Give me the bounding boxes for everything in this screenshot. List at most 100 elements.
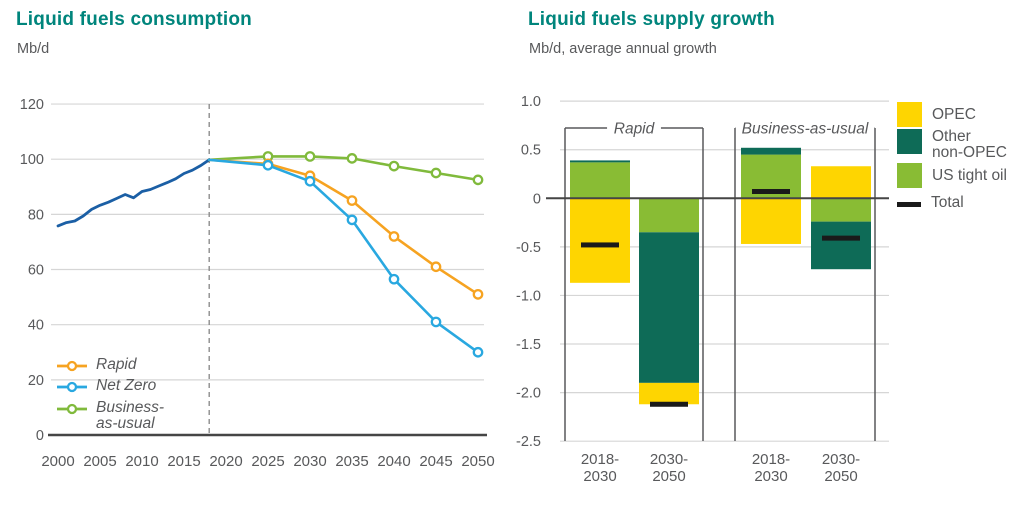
y-tick-label: 0 [36, 428, 44, 444]
legend-label-line2: non-OPEC [932, 143, 1007, 161]
bar-segment-other_non_opec [639, 232, 699, 383]
legend-item-total: Total [897, 195, 964, 211]
x-category-label: 2030 [754, 468, 787, 485]
data-point-marker [472, 288, 484, 300]
data-point-marker [472, 346, 484, 358]
data-point-marker [304, 151, 316, 162]
legend-label-other-non-opec: Other non-OPEC [932, 129, 1007, 161]
total-marker [822, 235, 860, 241]
y-tick-label: -2.0 [516, 386, 541, 402]
x-category-label: 2050 [652, 468, 685, 485]
x-category-label: 2030- [822, 451, 860, 468]
y-tick-label: 80 [28, 207, 44, 223]
us-tight-oil-swatch-icon [897, 163, 922, 188]
x-tick-label: 2035 [335, 453, 368, 470]
y-tick-label: -1.0 [516, 288, 541, 304]
legend-label-opec: OPEC [932, 105, 976, 123]
y-tick-label: 100 [20, 152, 44, 168]
data-point-marker [388, 231, 400, 242]
data-point-marker [430, 167, 442, 179]
bar-segment-opec [811, 166, 871, 199]
x-category-label: 2030 [583, 468, 616, 485]
left-chart-unit-label: Mb/d [17, 41, 50, 57]
y-tick-label: 60 [28, 263, 44, 279]
x-tick-label: 2050 [461, 453, 494, 470]
y-tick-label: 40 [28, 318, 44, 334]
legend-item-business-as-usual: Business- as-usual [56, 398, 165, 433]
legend-item-us-tight-oil: US tight oil [897, 163, 1007, 188]
data-point-marker [304, 175, 316, 187]
left-chart-legend: Rapid Net Zero Business- as-usual [56, 356, 165, 437]
legend-label-us-tight-oil: US tight oil [932, 166, 1007, 184]
business-as-usual-line-swatch-icon [57, 403, 87, 414]
legend-item-net-zero: Net Zero [56, 377, 164, 395]
bar-segment-other_non_opec [570, 160, 630, 163]
x-tick-label: 2015 [167, 453, 200, 470]
total-dash-swatch-icon [897, 202, 921, 207]
legend-label-business-as-usual: Business- as-usual [96, 398, 165, 433]
legend-item-other-non-opec: Other non-OPEC [897, 129, 1007, 161]
legend-label-line1: Business- [96, 398, 165, 416]
x-category-label: 2018- [581, 451, 619, 468]
legend-label-total: Total [931, 194, 964, 211]
x-category-label: 2050 [824, 468, 857, 485]
y-tick-label: -1.5 [516, 337, 541, 353]
data-point-marker [388, 160, 400, 172]
y-tick-label: -0.5 [516, 240, 541, 256]
net-zero-line-swatch-icon [57, 382, 87, 393]
x-tick-label: 2025 [251, 453, 284, 470]
bar-segment-us_tight_oil [639, 198, 699, 233]
legend-label-line2: as-usual [96, 414, 155, 432]
data-point-marker [346, 214, 358, 226]
right-chart-unit-label: Mb/d, average annual growth [529, 41, 717, 57]
x-tick-label: 2010 [125, 453, 158, 470]
x-category-label: 2030- [650, 451, 688, 468]
y-tick-label: 1.0 [521, 94, 541, 110]
legend-label-line1: Other [932, 128, 971, 145]
group-label: Rapid [614, 121, 656, 138]
data-point-marker [346, 195, 358, 206]
y-tick-label: 0 [533, 191, 541, 207]
bar-segment-us_tight_oil [811, 198, 871, 222]
x-tick-label: 2040 [377, 453, 410, 470]
data-point-marker [262, 159, 274, 171]
group-label: Business-as-usual [742, 121, 869, 138]
bar-segment-other_non_opec [811, 221, 871, 270]
rapid-line-swatch-icon [57, 360, 87, 372]
legend-item-rapid: Rapid [56, 356, 164, 373]
x-tick-label: 2045 [419, 453, 452, 470]
right-chart-title: Liquid fuels supply growth [528, 9, 775, 30]
x-tick-label: 2030 [293, 453, 326, 470]
total-marker [752, 188, 790, 194]
bar-segment-opec [639, 382, 699, 405]
series-line-rapid [207, 158, 480, 296]
x-category-label: 2018- [752, 451, 790, 468]
total-marker [581, 242, 619, 248]
data-point-marker [346, 153, 358, 164]
bar-segment-us_tight_oil [570, 162, 630, 199]
left-chart-title: Liquid fuels consumption [16, 9, 252, 30]
legend-label-net-zero: Net Zero [96, 377, 157, 395]
legend-item-opec: OPEC [897, 102, 976, 127]
x-tick-label: 2000 [41, 453, 74, 470]
y-tick-label: 120 [20, 97, 44, 113]
data-point-marker [388, 273, 400, 285]
bar-segment-opec [741, 198, 801, 244]
x-tick-label: 2005 [83, 453, 116, 470]
y-tick-label: -2.5 [516, 434, 541, 450]
bar-segment-other_non_opec [741, 147, 801, 155]
total-marker [650, 401, 688, 407]
bar-segment-opec [570, 198, 630, 283]
data-point-marker [430, 316, 442, 328]
data-point-marker [430, 261, 442, 273]
other-non-opec-swatch-icon [897, 129, 922, 154]
y-tick-label: 20 [28, 373, 44, 389]
opec-swatch-icon [897, 102, 922, 127]
y-tick-label: 0.5 [521, 143, 541, 159]
series-line-history [56, 158, 211, 228]
x-tick-label: 2020 [209, 453, 242, 470]
legend-label-rapid: Rapid [96, 356, 137, 373]
data-point-marker [472, 174, 484, 186]
